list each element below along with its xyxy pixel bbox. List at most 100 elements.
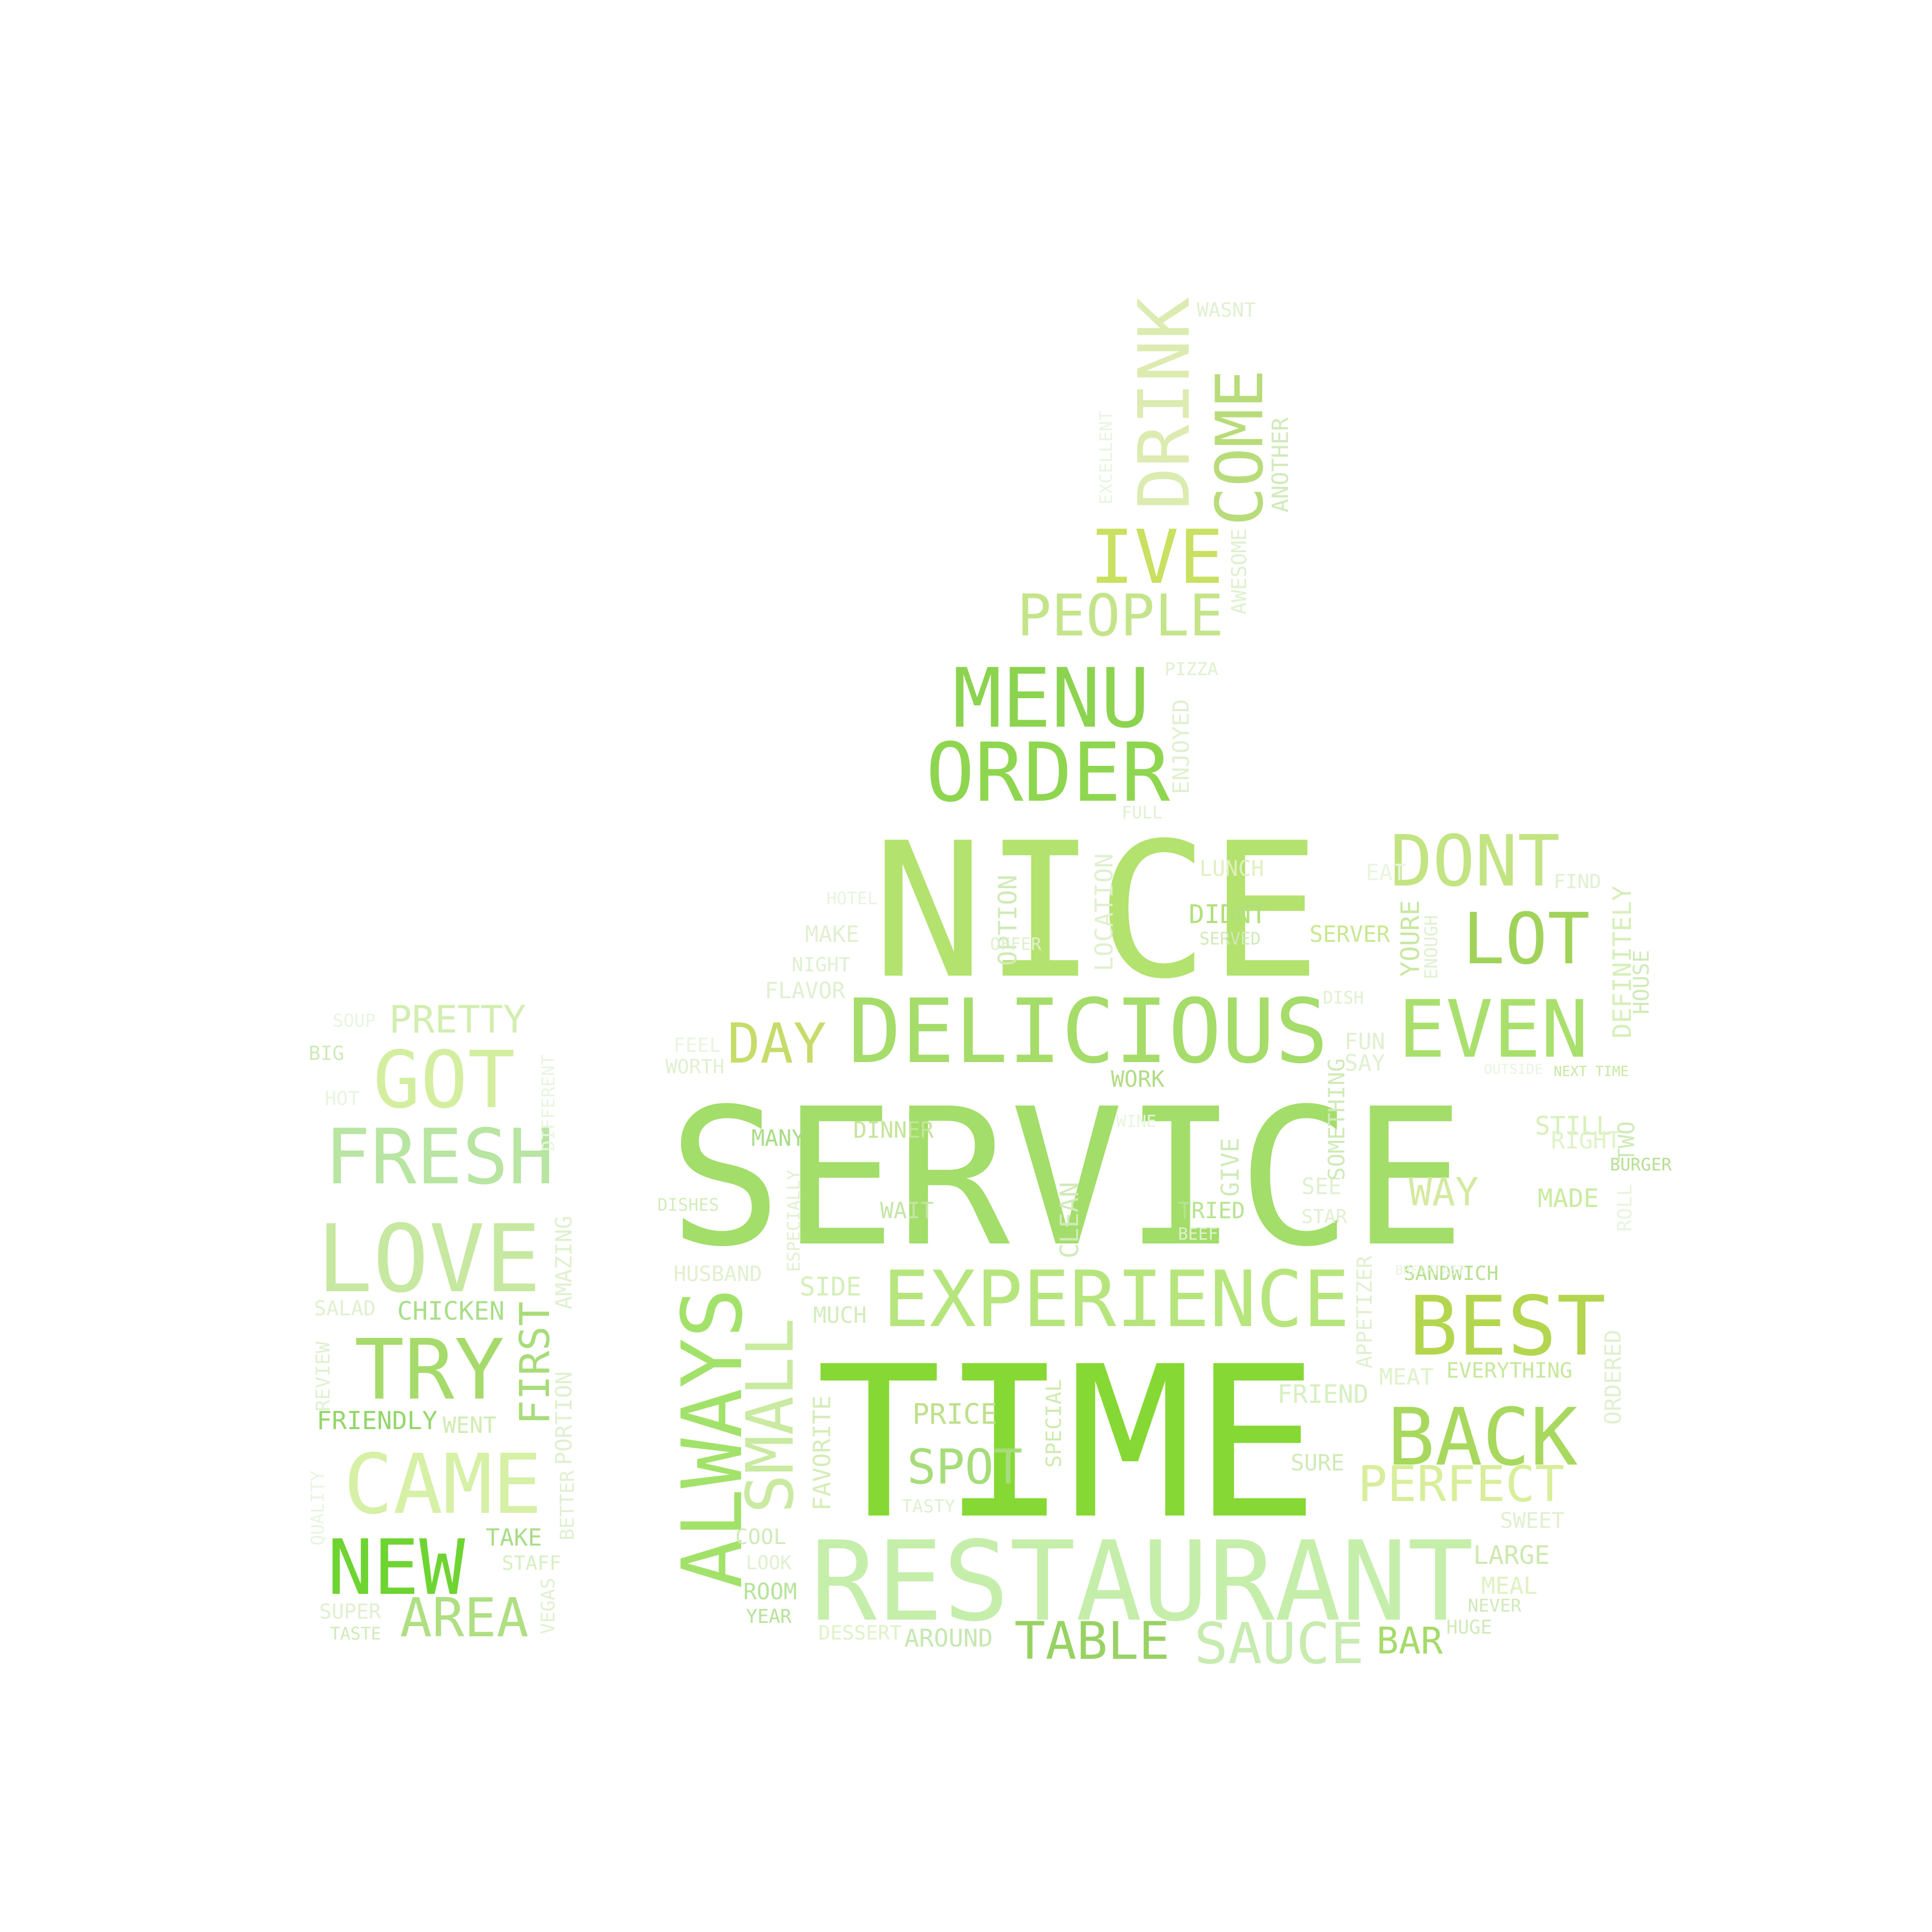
word-say: SAY bbox=[1344, 1050, 1386, 1076]
word-dessert: DESSERT bbox=[818, 1621, 902, 1644]
word-super: SUPER bbox=[319, 1600, 381, 1624]
word-chicken: CHICKEN bbox=[397, 1297, 505, 1326]
word-nice: NICE bbox=[872, 803, 1321, 1020]
word-never: NEVER bbox=[1468, 1595, 1521, 1616]
word-got: GOT bbox=[373, 1034, 515, 1126]
word-room: ROOM bbox=[743, 1578, 797, 1605]
word-meat: MEAT bbox=[1379, 1364, 1434, 1390]
word-wine: WINE bbox=[1116, 1112, 1157, 1131]
word-didnt: DIDNT bbox=[1189, 899, 1267, 930]
word-love: LOVE bbox=[317, 1205, 541, 1313]
word-something: SOMETHING bbox=[1323, 1058, 1350, 1181]
word-people: PEOPLE bbox=[1017, 583, 1224, 649]
word-ordered: ORDERED bbox=[1600, 1329, 1626, 1425]
word-clean: CLEAN bbox=[1055, 1182, 1085, 1258]
word-fun: FUN bbox=[1344, 1028, 1386, 1055]
word-large: LARGE bbox=[1473, 1541, 1550, 1570]
word-pretty: PRETTY bbox=[389, 997, 526, 1042]
word-flavor: FLAVOR bbox=[765, 977, 845, 1004]
word-went: WENT bbox=[443, 1412, 496, 1438]
word-year: YEAR bbox=[746, 1606, 792, 1628]
word-time: TIME bbox=[816, 1321, 1319, 1565]
word-dinner: DINNER bbox=[853, 1117, 934, 1143]
word-house: HOUSE bbox=[1629, 949, 1654, 1014]
word-lunch: LUNCH bbox=[1199, 857, 1264, 881]
word-beef: BEEF bbox=[1178, 1225, 1218, 1244]
word-pizza: PIZZA bbox=[1165, 658, 1218, 679]
word-see: SEE bbox=[1301, 1173, 1342, 1199]
word-amazing: AMAZING bbox=[551, 1216, 577, 1309]
word-soup: SOUP bbox=[333, 1010, 376, 1031]
word-two: TWO bbox=[1613, 1121, 1640, 1162]
word-still: STILL bbox=[1535, 1111, 1612, 1141]
word-hotel: HOTEL bbox=[826, 889, 878, 909]
word-find: FIND bbox=[1554, 870, 1601, 893]
word-better: BETTER bbox=[557, 1470, 579, 1540]
word-offer: OFFER bbox=[990, 935, 1042, 954]
word-fresh: FRESH bbox=[325, 1113, 554, 1202]
word-vegas: VEGAS bbox=[538, 1577, 559, 1634]
word-came: CAME bbox=[343, 1437, 543, 1533]
word-tried: TRIED bbox=[1178, 1197, 1245, 1224]
word-order: ORDER bbox=[926, 726, 1170, 820]
word-menu: MENU bbox=[953, 650, 1150, 746]
word-area: AREA bbox=[400, 1586, 529, 1649]
word-server: SERVER bbox=[1309, 921, 1390, 947]
word-sauce: SAUCE bbox=[1194, 1611, 1364, 1677]
word-location: LOCATION bbox=[1090, 853, 1118, 971]
word-meal: MEAL bbox=[1481, 1573, 1538, 1600]
word-wait: WAIT bbox=[880, 1197, 934, 1224]
word-next-time: NEXT TIME bbox=[1554, 1064, 1629, 1080]
word-cool: COOL bbox=[735, 1525, 787, 1549]
word-try: TRY bbox=[354, 1321, 504, 1418]
word-drink: DRINK bbox=[1124, 297, 1206, 510]
word-taste: TASTE bbox=[330, 1624, 382, 1644]
word-way: WAY bbox=[1409, 1169, 1479, 1214]
word-price: PRICE bbox=[912, 1398, 998, 1431]
word-right: RIGHT bbox=[1551, 1128, 1621, 1154]
word-table: TABLE bbox=[1014, 1611, 1170, 1671]
word-outside: OUTSIDE bbox=[1484, 1062, 1543, 1078]
word-best: BEST bbox=[1409, 1278, 1606, 1374]
word-everything: EVERYTHING bbox=[1446, 1359, 1572, 1383]
word-salad: SALAD bbox=[314, 1297, 376, 1321]
word-made: MADE bbox=[1538, 1184, 1599, 1213]
word-wasnt: WASNT bbox=[1197, 298, 1256, 321]
word-give: GIVE bbox=[1216, 1137, 1245, 1197]
word-enjoyed: ENJOYED bbox=[1168, 699, 1194, 794]
word-roll: ROLL bbox=[1613, 1184, 1636, 1232]
word-look: LOOK bbox=[746, 1552, 792, 1574]
word-sandwich: SANDWICH bbox=[1403, 1262, 1499, 1285]
word-make: MAKE bbox=[805, 921, 860, 947]
word-restaurant: RESTAURANT bbox=[810, 1518, 1474, 1646]
word-excellent: EXCELLENT bbox=[1096, 411, 1116, 504]
word-service: SERVICE bbox=[668, 1069, 1466, 1289]
word-different: DIFFERENT bbox=[538, 1055, 559, 1151]
word-even: EVEN bbox=[1398, 983, 1589, 1075]
word-review: REVIEW bbox=[312, 1341, 334, 1411]
word-dont: DONT bbox=[1390, 821, 1560, 903]
word-feel: FEEL bbox=[674, 1034, 721, 1057]
word-served: SERVED bbox=[1199, 930, 1261, 949]
word-work: WORK bbox=[1111, 1066, 1165, 1092]
word-eat: EAT bbox=[1366, 859, 1406, 885]
word-portion: PORTION bbox=[551, 1371, 577, 1465]
word-staff: STAFF bbox=[502, 1552, 561, 1575]
word-friend: FRIEND bbox=[1277, 1380, 1369, 1409]
word-husband: HUSBAND bbox=[674, 1262, 763, 1286]
word-big: BIG bbox=[309, 1042, 345, 1065]
word-huge: HUGE bbox=[1446, 1616, 1492, 1638]
word-tasty: TASTY bbox=[902, 1496, 955, 1517]
word-spot: SPOT bbox=[907, 1439, 1023, 1495]
word-worth: WORTH bbox=[665, 1055, 724, 1078]
word-day: DAY bbox=[727, 1012, 826, 1076]
word-sweet: SWEET bbox=[1500, 1509, 1565, 1533]
word-awesome: AWESOME bbox=[1227, 528, 1251, 614]
word-favorite: FAVORITE bbox=[808, 1395, 836, 1511]
word-side: SIDE bbox=[800, 1272, 862, 1302]
word-first: FIRST bbox=[511, 1301, 559, 1425]
word-come: COME bbox=[1202, 369, 1278, 526]
word-perfect: PERFECT bbox=[1358, 1455, 1565, 1513]
word-much: MUCH bbox=[813, 1302, 867, 1328]
word-experience: EXPERIENCE bbox=[883, 1255, 1350, 1345]
